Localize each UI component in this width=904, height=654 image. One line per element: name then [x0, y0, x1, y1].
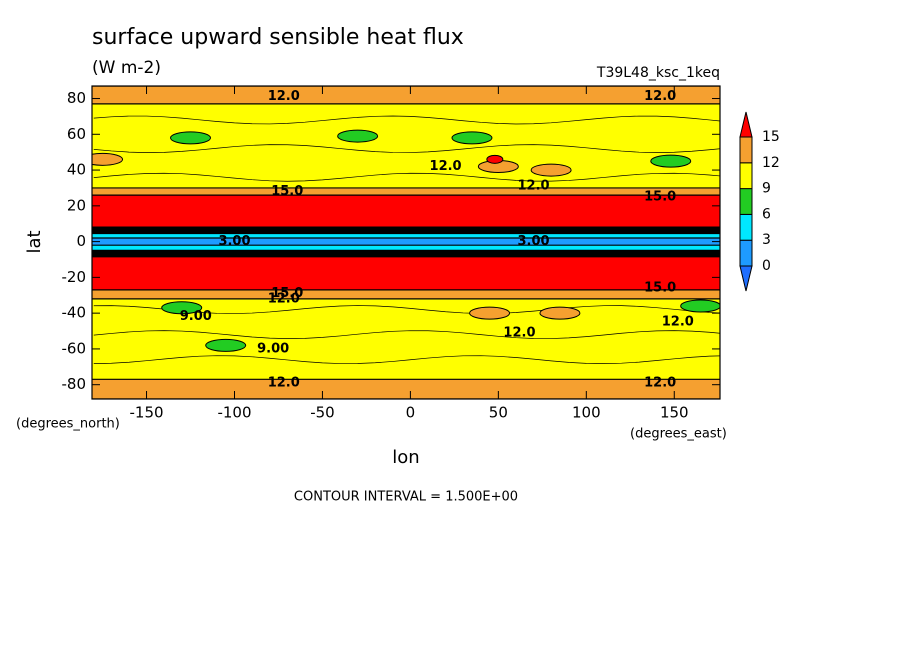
chart-subtitle: (W m-2) [92, 58, 161, 78]
colorbar-label: 6 [762, 206, 771, 222]
contour-label: 3.00 [517, 234, 549, 249]
y-tick-label: 20 [67, 196, 86, 214]
y-tick-label: -80 [62, 375, 87, 393]
field-band [92, 86, 720, 104]
contour-label: 12.0 [517, 179, 549, 194]
colorbar-label: 0 [762, 258, 771, 274]
field-patch [92, 152, 124, 166]
field-patch [530, 163, 572, 177]
y-tick-label: -40 [62, 304, 87, 322]
field-patch [680, 299, 720, 313]
contour-label: 12.0 [662, 315, 694, 330]
field-band [92, 245, 720, 251]
contour-line [93, 355, 720, 365]
overlay: -150 -100 -50 0 50 100 150-80-60-40-2002040608… [62, 85, 780, 422]
field-band [92, 195, 720, 228]
x-tick-label: -100 [217, 404, 251, 422]
field-patch [205, 338, 247, 352]
field-band [92, 379, 720, 399]
field-patch [337, 129, 379, 143]
contour-label: 15.0 [644, 189, 676, 204]
x-axis-label: lon [392, 447, 419, 468]
contour-label: 12.0 [644, 375, 676, 390]
y-axis-label: lat [24, 230, 45, 253]
field-band [92, 103, 720, 188]
colorbar-label: 9 [762, 181, 771, 197]
y-tick-label: -20 [62, 268, 87, 286]
contour-label: 3.00 [218, 234, 250, 249]
colorbar-label: 15 [762, 129, 780, 145]
field-patch [486, 154, 504, 164]
field-band [92, 187, 720, 196]
contour-label: 12.0 [268, 291, 300, 306]
field-patch [650, 154, 692, 168]
contour-label: 15.0 [271, 286, 303, 301]
y-units: (degrees_north) [16, 417, 120, 432]
chart-title: surface upward sensible heat flux [92, 25, 464, 50]
contour-label: 12.0 [503, 325, 535, 340]
x-tick-label: 50 [489, 404, 508, 422]
colorbar-under [739, 265, 753, 292]
x-tick-label: -50 [310, 404, 335, 422]
colorbar-box [739, 136, 753, 164]
y-tick-label: -60 [62, 339, 87, 357]
field-band [92, 289, 720, 299]
x-tick-label: 100 [572, 404, 601, 422]
contour-label: 15.0 [271, 184, 303, 199]
colorbar-box [739, 162, 753, 190]
contour-label: 12.0 [430, 159, 462, 174]
contour-label: 12.0 [644, 89, 676, 104]
contour-label: 12.0 [268, 89, 300, 104]
contour-label: 15.0 [644, 281, 676, 296]
contour-label: 9.00 [257, 341, 289, 356]
x-tick-label: 150 [660, 404, 689, 422]
field-patch [451, 131, 493, 145]
field-patch [539, 306, 581, 320]
contour-line [93, 115, 720, 125]
x-units: (degrees_east) [630, 427, 727, 442]
y-tick-label: 0 [76, 232, 86, 250]
contour-line [93, 305, 720, 314]
y-tick-label: 60 [67, 125, 86, 143]
contour-line [93, 172, 720, 182]
y-tick-label: 80 [67, 89, 86, 107]
colorbar-box [739, 213, 753, 241]
y-tick-label: 40 [67, 161, 86, 179]
footer: CONTOUR INTERVAL = 1.500E+00 [294, 490, 518, 505]
dataset-label: T39L48_ksc_1keq [596, 65, 720, 81]
field-band [92, 232, 720, 239]
plot-area: 12.0 12.012.0 12.015.0 15.012.012.015.012.0… [92, 86, 720, 399]
plot-frame [91, 85, 721, 400]
colorbar-label: 3 [762, 232, 771, 248]
contour-line [93, 144, 720, 153]
colorbar-label: 12 [762, 155, 780, 171]
contour-label: 9.00 [180, 309, 212, 324]
x-tick-label: -150 [130, 404, 164, 422]
contour-line [93, 330, 720, 339]
contour-label: 12.0 [268, 375, 300, 390]
colorbar-box [739, 239, 753, 267]
field-patch [170, 131, 212, 145]
x-tick-label: 0 [406, 404, 416, 422]
field-band [92, 255, 720, 290]
field-band [92, 238, 720, 246]
colorbar-over [739, 111, 753, 138]
field-patch [161, 301, 203, 315]
colorbar-box [739, 188, 753, 215]
field-patch [469, 306, 511, 320]
